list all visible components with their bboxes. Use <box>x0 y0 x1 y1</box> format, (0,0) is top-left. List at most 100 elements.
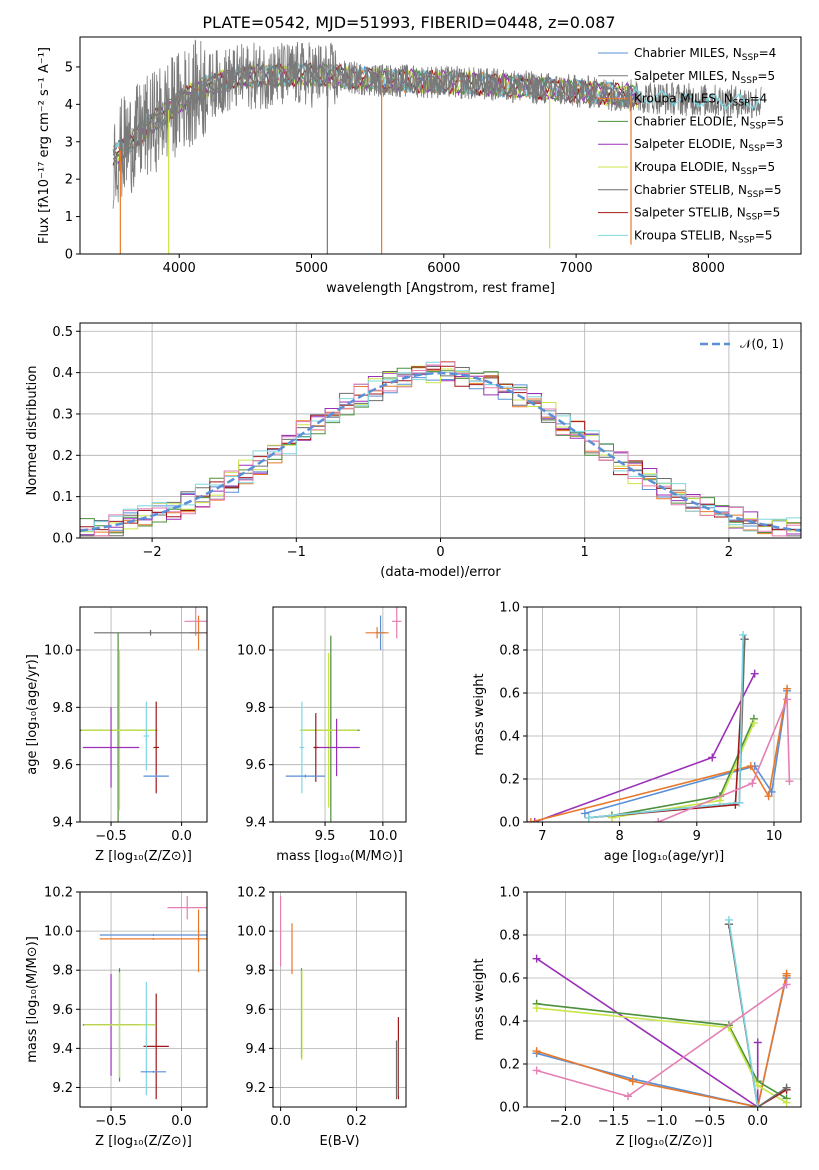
y-tick-label: 10.0 <box>237 644 266 659</box>
x-tick-label: 8 <box>615 829 623 844</box>
y-tick-label: 9.6 <box>245 758 266 773</box>
weight-marker <box>782 980 791 989</box>
y-tick-label: 0.4 <box>52 366 73 381</box>
y-tick-label: 5 <box>65 60 73 75</box>
weight-marker <box>782 1083 791 1092</box>
legend-entry-label: Salpeter MILES, NSSP=5 <box>634 69 775 86</box>
weight-marker <box>750 669 759 678</box>
legend-n: =5 <box>755 228 773 242</box>
legend-entry-label: Kroupa STELIB, NSSP=5 <box>634 228 772 245</box>
y-tick-label: 0.8 <box>499 929 520 944</box>
weight-line-salpeter_elodie <box>536 957 759 1107</box>
y-tick-label: 0.4 <box>499 730 520 745</box>
weight-line-salpeter_elodie <box>534 673 756 822</box>
age-vs-mass-plot-area <box>285 607 402 822</box>
axes-frame <box>526 606 802 823</box>
legend-text: Salpeter STELIB, N <box>634 206 746 220</box>
histogram-chabrier_stelib <box>80 366 801 537</box>
legend-n: =5 <box>757 160 775 174</box>
legend-subscript: SSP <box>742 53 759 63</box>
x-tick-label: 0.2 <box>346 1114 367 1129</box>
weight-marker <box>530 818 539 822</box>
weight-marker <box>783 684 792 693</box>
weight-marker <box>740 635 749 644</box>
y-tick-label: 4 <box>65 98 73 113</box>
y-tick-label: 2 <box>65 173 73 188</box>
y-tick-label: 0.2 <box>52 449 73 464</box>
legend-text: Salpeter MILES, N <box>634 69 741 83</box>
legend-n: =3 <box>765 137 783 151</box>
axes-frame <box>272 891 407 1108</box>
y-tick-label: 9.6 <box>245 1003 266 1018</box>
spectrum-panel: 4000 5000 6000 7000 8000 0 1 2 3 4 5 wavelength [An… <box>37 36 802 296</box>
legend-entry-label: Chabrier ELODIE, NSSP=5 <box>634 114 784 131</box>
weight-line-pink <box>657 699 791 822</box>
mass-weight-vs-age-panel: 7 8 9 10 0.0 0.2 0.4 0.6 0.8 1.0 age [log₁₀(age/yr… <box>472 601 802 864</box>
legend-entry-label: Chabrier MILES, NSSP=4 <box>634 46 776 63</box>
x-axis-label: wavelength [Angstrom, rest frame] <box>326 281 555 296</box>
y-axis-label: mass weight <box>472 958 487 1040</box>
mass-vs-ebv-panel: 0.0 0.2 9.2 9.4 9.6 9.8 10.0 10.2 E(B-V) <box>237 886 407 1149</box>
y-tick-label: 10.2 <box>237 886 266 901</box>
legend-text: Kroupa STELIB, N <box>634 228 738 242</box>
y-tick-label: 0.4 <box>499 1015 520 1030</box>
y-tick-label: 0.1 <box>52 490 73 505</box>
weight-marker <box>753 1038 762 1047</box>
x-tick-label: 0 <box>436 545 444 560</box>
weight-line-kroupa_miles <box>530 688 788 822</box>
legend-subscript: SSP <box>750 121 767 131</box>
y-axis-label: mass weight <box>472 673 487 755</box>
y-tick-label: 9.6 <box>52 758 73 773</box>
y-tick-label: 9.4 <box>245 1042 266 1057</box>
y-tick-label: 3 <box>65 135 73 150</box>
x-axis-label: (data-model)/error <box>380 565 501 580</box>
x-tick-label: −1.0 <box>646 1114 678 1129</box>
x-tick-label: 0.0 <box>171 1114 192 1129</box>
legend-subscript: SSP <box>747 190 764 200</box>
weight-marker <box>764 792 773 801</box>
x-tick-label: 0.0 <box>747 1114 768 1129</box>
y-tick-label: 0.2 <box>499 773 520 788</box>
axes-frame <box>79 606 208 823</box>
y-tick-label: 0.3 <box>52 407 73 422</box>
x-tick-label: 1 <box>581 545 589 560</box>
y-tick-label: 9.2 <box>52 1081 73 1096</box>
x-tick-label: 10 <box>766 829 783 844</box>
age-vs-Z-panel: −0.5 0.0 9.4 9.6 9.8 10.0 Z [log₁₀(Z/Z⊙)] age [… <box>25 606 208 864</box>
y-axis-label: Flux [fλ10⁻¹⁷ erg cm⁻² s⁻¹ A⁻¹] <box>37 47 52 244</box>
histogram-pink <box>80 361 801 537</box>
weight-marker <box>580 809 589 818</box>
legend-entry-label: Chabrier STELIB, NSSP=5 <box>634 183 782 200</box>
weight-marker <box>753 1103 762 1107</box>
mass-vs-Z-plot-area <box>82 895 207 1100</box>
weight-marker <box>735 798 744 807</box>
x-tick-label: 9 <box>693 829 701 844</box>
observed-spectrum-line <box>112 39 762 209</box>
x-axis-label: age [log₁₀(age/yr)] <box>604 849 725 864</box>
x-tick-label: −1 <box>287 545 306 560</box>
x-tick-label: −2 <box>143 545 162 560</box>
y-tick-label: 0.0 <box>499 816 520 831</box>
x-tick-label: 7 <box>538 829 546 844</box>
weight-marker <box>782 971 791 980</box>
weight-marker <box>783 695 792 704</box>
legend-subscript: SSP <box>748 144 765 154</box>
x-tick-label: 2 <box>725 545 733 560</box>
legend-entry-label: Kroupa MILES, NSSP=4 <box>634 92 767 109</box>
y-tick-label: 0.0 <box>499 1101 520 1116</box>
legend-n: =5 <box>764 183 782 197</box>
axes-frame <box>526 891 802 1108</box>
legend-subscript: SSP <box>741 167 758 177</box>
weight-marker <box>785 777 794 786</box>
y-tick-label: 0.8 <box>499 644 520 659</box>
x-axis-label: mass [log₁₀(M/M⊙)] <box>276 849 403 864</box>
axes-frame <box>272 606 407 823</box>
y-tick-label: 9.8 <box>52 964 73 979</box>
weight-marker <box>532 1047 541 1056</box>
age-vs-Z-plot-area <box>80 607 207 822</box>
legend-n: =5 <box>766 114 784 128</box>
weight-line-kroupa_stelib <box>728 919 759 1107</box>
weight-marker <box>623 1092 632 1101</box>
